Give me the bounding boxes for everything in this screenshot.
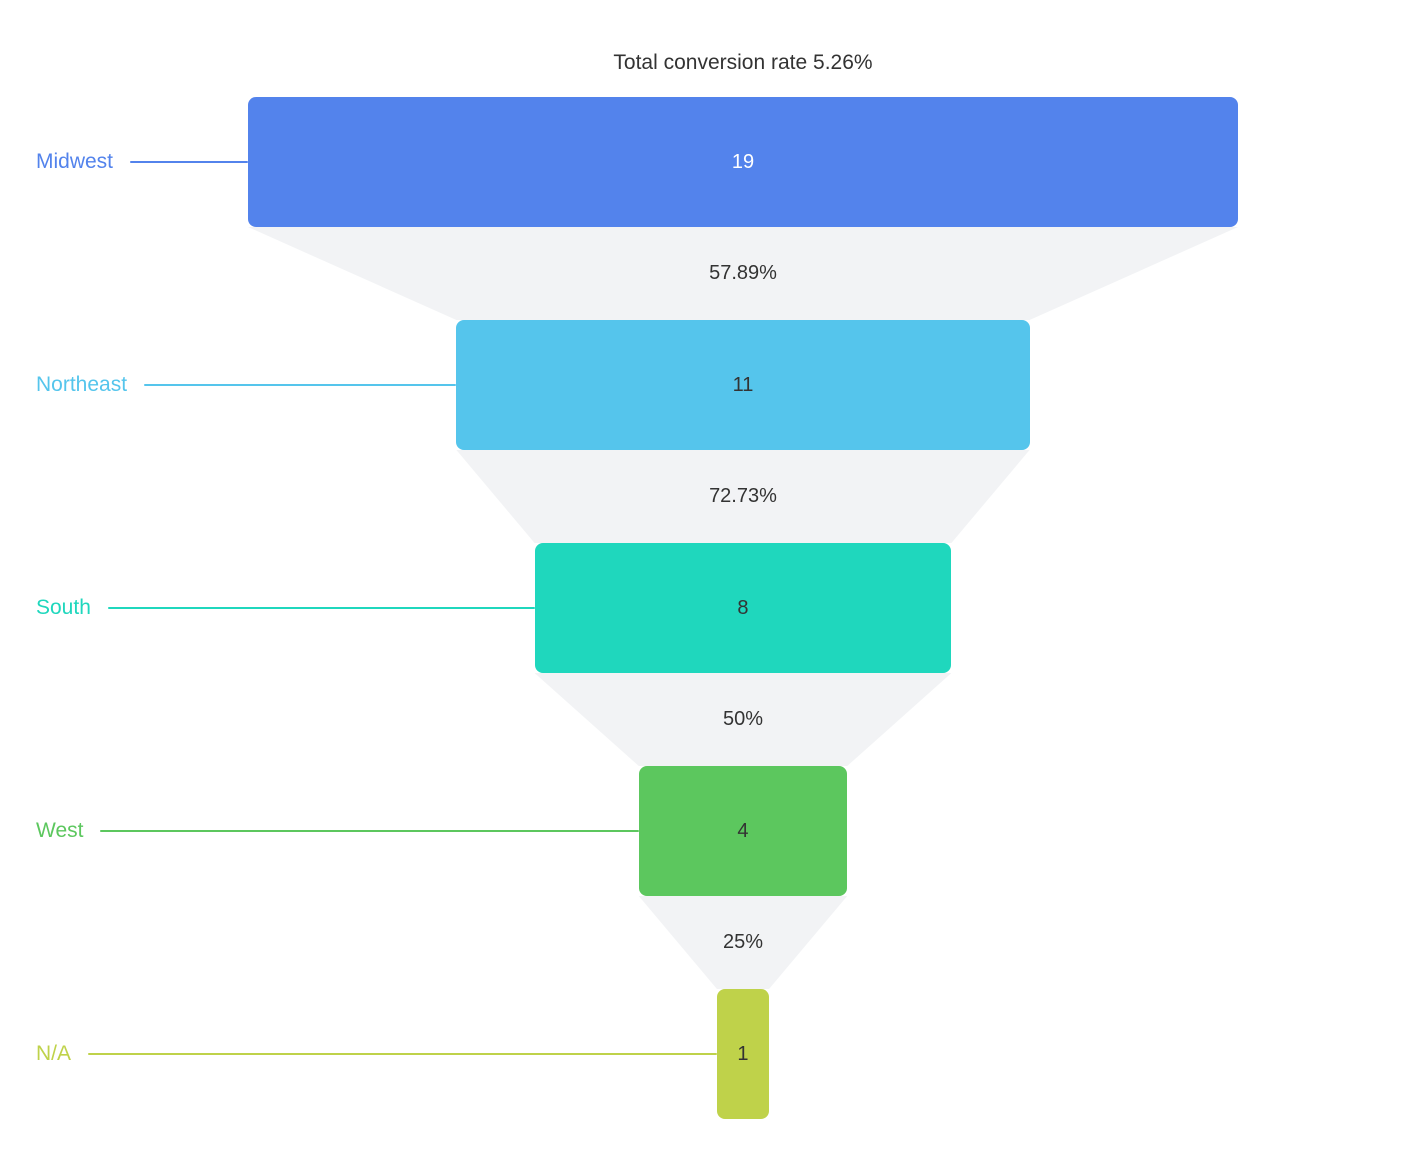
stage-value: 1	[737, 1043, 749, 1065]
stage-label: N/A	[36, 1042, 72, 1065]
stage-value: 4	[737, 820, 749, 842]
stage-label-row: West	[36, 766, 639, 896]
stage-value: 19	[731, 151, 755, 173]
conversion-trapezoid: 50%	[534, 673, 952, 766]
funnel-bar-west[interactable]: 4	[638, 766, 848, 896]
stage-label: Northeast	[36, 373, 128, 396]
stage-label: West	[36, 819, 84, 842]
chart-title: Total conversion rate 5.26%	[613, 51, 873, 74]
stage-label: Midwest	[36, 150, 114, 173]
label-connector-line	[107, 607, 535, 609]
conversion-rate-label: 25%	[722, 931, 763, 953]
label-connector-line	[130, 161, 248, 163]
conversion-rate-label: 50%	[722, 708, 763, 730]
funnel-bar-midwest[interactable]: 19	[248, 97, 1238, 227]
stage-label-row: Midwest	[36, 97, 248, 227]
stage-label-row: South	[36, 543, 535, 673]
funnel-bar-south[interactable]: 8	[534, 543, 952, 673]
conversion-trapezoid: 25%	[638, 896, 848, 989]
stage-label-row: N/A	[36, 989, 717, 1119]
funnel-bar-northeast[interactable]: 11	[456, 320, 1030, 450]
label-connector-line	[100, 830, 639, 832]
label-connector-line	[88, 1053, 717, 1055]
conversion-trapezoid: 72.73%	[456, 450, 1030, 543]
stage-value: 11	[732, 374, 754, 396]
conversion-rate-label: 57.89%	[709, 262, 777, 284]
stage-label: South	[36, 596, 91, 619]
funnel-bar-na[interactable]: 1	[716, 989, 770, 1119]
conversion-trapezoid: 57.89%	[248, 227, 1238, 320]
stage-value: 8	[737, 597, 749, 619]
stage-label-row: Northeast	[36, 320, 457, 450]
label-connector-line	[144, 384, 457, 386]
conversion-rate-label: 72.73%	[709, 485, 777, 507]
